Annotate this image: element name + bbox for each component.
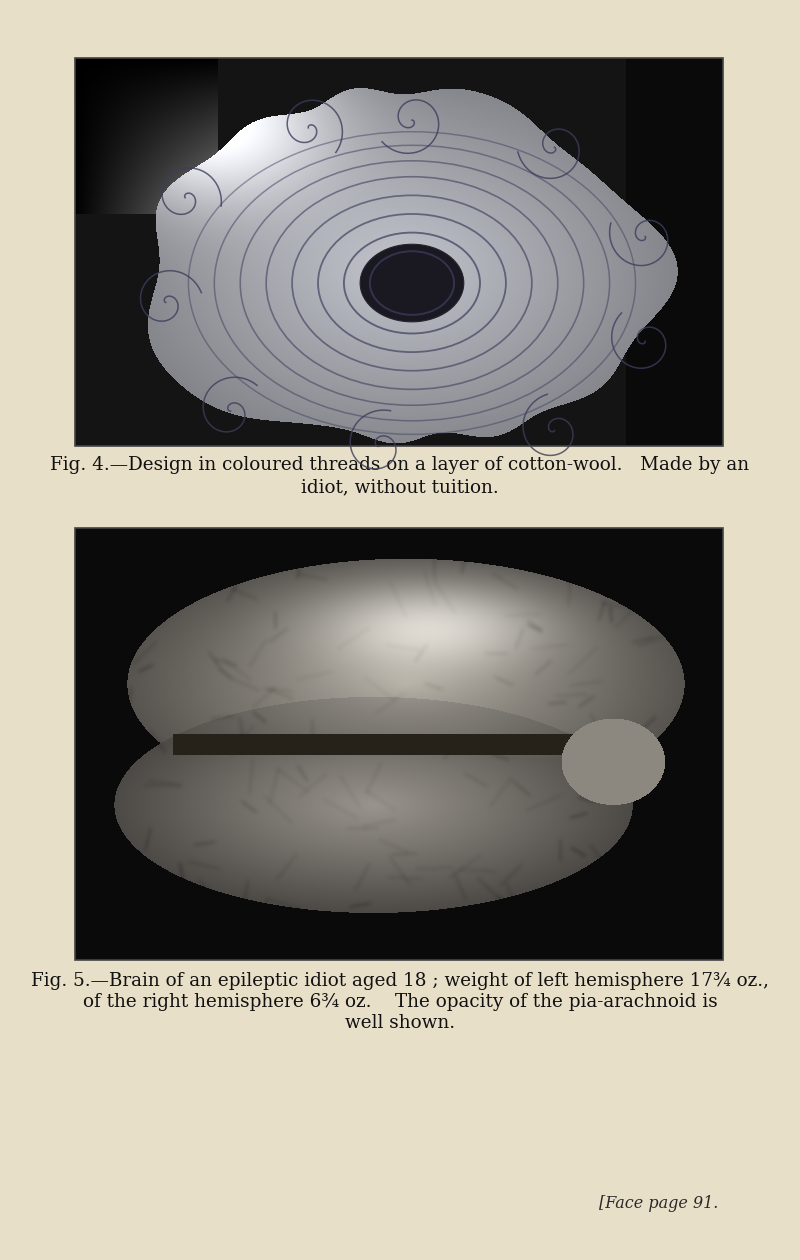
Text: idiot, without tuition.: idiot, without tuition. bbox=[301, 478, 499, 496]
Ellipse shape bbox=[360, 244, 464, 321]
Bar bbox=[75, 528, 723, 960]
Text: well shown.: well shown. bbox=[345, 1014, 455, 1032]
Text: Fig. 4.—Design in coloured threads on a layer of cotton-wool.   Made by an: Fig. 4.—Design in coloured threads on a … bbox=[50, 456, 750, 474]
Text: [Face page 91.: [Face page 91. bbox=[598, 1194, 718, 1212]
Text: of the right hemisphere 6¾ oz.    The opacity of the pia-arachnoid is: of the right hemisphere 6¾ oz. The opaci… bbox=[82, 993, 718, 1011]
Bar bbox=[75, 58, 723, 446]
Text: Fig. 5.—Brain of an epileptic idiot aged 18 ; weight of left hemisphere 17¾ oz.,: Fig. 5.—Brain of an epileptic idiot aged… bbox=[31, 971, 769, 990]
